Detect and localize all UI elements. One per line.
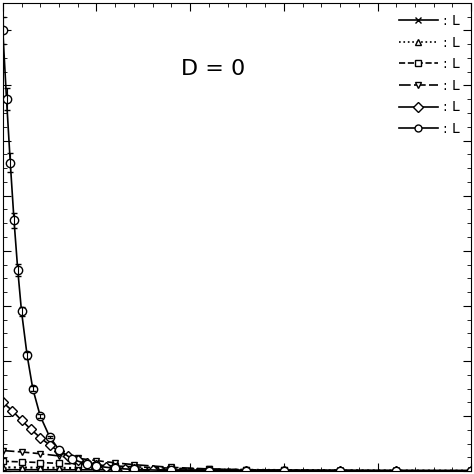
Legend: : L, : L, : L, : L, : L, : L: : L, : L, : L, : L, : L, : L (395, 10, 464, 140)
Text: D = 0: D = 0 (181, 59, 245, 79)
